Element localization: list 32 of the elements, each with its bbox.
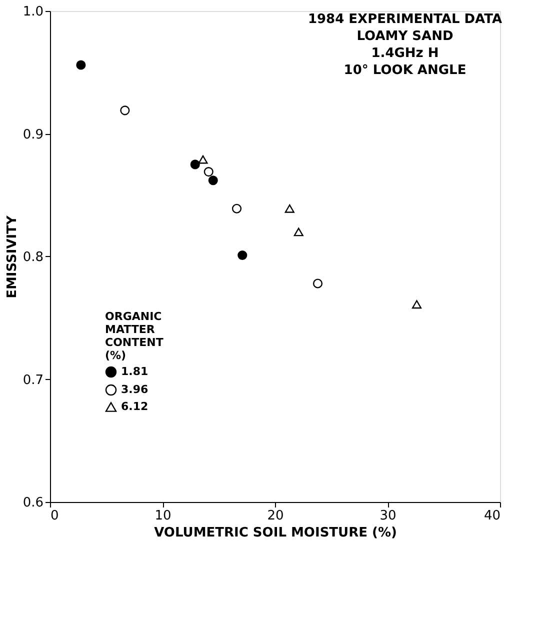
legend-title: ORGANIC MATTER CONTENT (%)	[105, 310, 164, 362]
point	[204, 167, 214, 177]
point	[284, 204, 294, 213]
annotation: 10° LOOK ANGLE	[344, 63, 466, 78]
point	[76, 60, 86, 70]
point	[294, 228, 304, 236]
point	[412, 300, 422, 309]
y-tick-label: 0.8	[22, 250, 44, 265]
y-tick-label: 0.7	[22, 372, 44, 388]
point	[120, 106, 130, 116]
y-tick-label: 0.9	[22, 127, 44, 142]
y-axis-title: EMISSIVITY	[4, 215, 20, 298]
chart-title: 1984 EXPERIMENTAL DATA	[308, 12, 502, 27]
x-tick-label: 30	[380, 508, 396, 524]
point	[208, 176, 218, 186]
legend-label: 1.81	[121, 365, 148, 378]
x-tick-label: 10	[154, 508, 172, 524]
point	[312, 278, 323, 288]
legend-label: 3.96	[121, 383, 148, 396]
point	[238, 250, 248, 260]
point	[190, 160, 200, 170]
x-tick-label: 40	[484, 508, 500, 524]
point	[232, 204, 242, 214]
x-tick-label: 20	[267, 508, 284, 524]
annotation: LOAMY SAND	[356, 29, 454, 44]
x-axis-title: VOLUMETRIC SOIL MOISTURE (%)	[154, 526, 397, 540]
x-tick-label: 0	[50, 508, 59, 524]
y-tick-label: 0.6	[22, 496, 44, 510]
legend-label: 6.12	[121, 400, 148, 413]
point	[198, 155, 208, 164]
y-tick-label: 1.0	[22, 4, 44, 20]
annotation: 1.4GHz H	[371, 46, 439, 61]
